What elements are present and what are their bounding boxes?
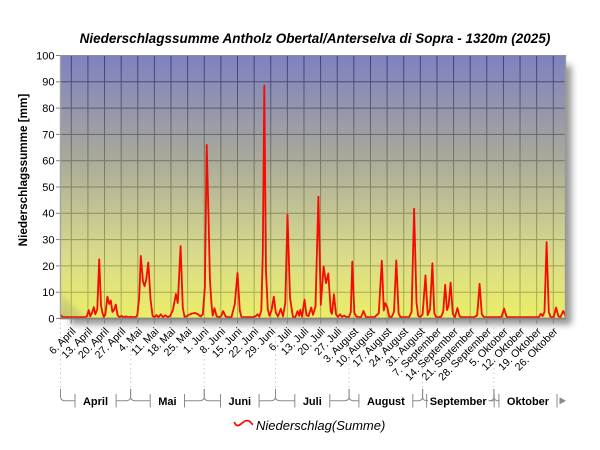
svg-text:70: 70 — [42, 129, 54, 141]
svg-text:80: 80 — [42, 103, 54, 115]
svg-text:Niederschlagssumme Antholz Obe: Niederschlagssumme Antholz Obertal/Anter… — [80, 31, 551, 46]
svg-text:April: April — [83, 396, 108, 408]
svg-text:Juli: Juli — [303, 396, 322, 408]
svg-text:20: 20 — [42, 261, 54, 273]
svg-text:10: 10 — [42, 287, 54, 299]
svg-text:Oktober: Oktober — [507, 396, 550, 408]
svg-text:August: August — [367, 396, 405, 408]
svg-text:100: 100 — [36, 50, 54, 62]
svg-text:Niederschlag(Summe): Niederschlag(Summe) — [256, 418, 385, 433]
svg-text:90: 90 — [42, 77, 54, 89]
svg-text:Mai: Mai — [158, 396, 176, 408]
svg-text:30: 30 — [42, 235, 54, 247]
svg-text:40: 40 — [42, 208, 54, 220]
svg-text:50: 50 — [42, 182, 54, 194]
svg-text:60: 60 — [42, 156, 54, 168]
svg-text:Niederschlagssumme [mm]: Niederschlagssumme [mm] — [17, 94, 30, 247]
svg-text:Juni: Juni — [228, 396, 251, 408]
svg-text:September: September — [430, 396, 488, 408]
svg-text:0: 0 — [48, 313, 54, 325]
